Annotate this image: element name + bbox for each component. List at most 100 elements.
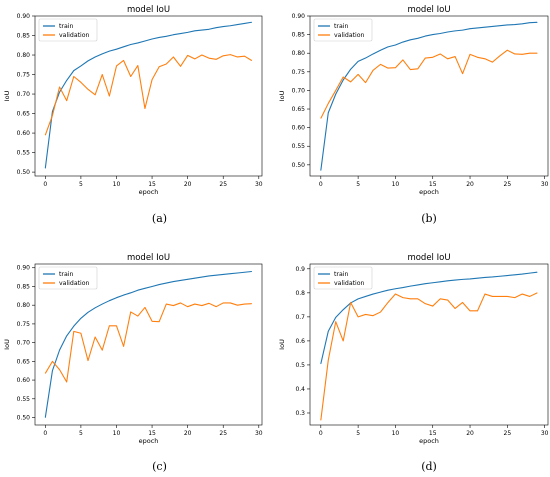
data-point-validation xyxy=(506,296,508,297)
x-tick-label: 0 xyxy=(319,181,323,188)
data-point-train xyxy=(94,307,96,309)
y-tick-label: 0.55 xyxy=(292,143,306,150)
data-point-validation xyxy=(109,325,110,327)
x-tick-label: 30 xyxy=(541,430,549,437)
data-point-train xyxy=(215,27,217,29)
data-point-validation xyxy=(462,73,463,75)
series-line-validation xyxy=(44,54,252,136)
data-point-train xyxy=(492,276,493,278)
data-point-validation xyxy=(424,57,426,59)
data-point-validation xyxy=(409,69,411,70)
data-point-train xyxy=(44,417,46,418)
data-point-train xyxy=(365,57,366,59)
data-point-validation xyxy=(137,315,139,317)
data-point-train xyxy=(454,279,456,281)
data-point-validation xyxy=(173,305,174,306)
data-point-train xyxy=(73,70,75,71)
data-point-train xyxy=(80,65,82,67)
data-point-train xyxy=(116,48,117,50)
data-point-validation xyxy=(454,56,456,57)
data-point-validation xyxy=(87,360,89,361)
data-point-validation xyxy=(151,320,153,322)
y-tick-label: 0.4 xyxy=(295,386,305,393)
data-point-train xyxy=(165,35,167,37)
data-point-train xyxy=(109,300,110,302)
data-point-validation xyxy=(380,64,381,65)
x-axis-label: epoch xyxy=(419,188,439,196)
data-point-validation xyxy=(432,56,434,58)
chart-panel-4: model IoU 0 5 10 15 20 25 30 0.3 0.4 0.5 0.6 0.7 0.8 0… xyxy=(278,253,549,473)
data-point-train xyxy=(380,291,381,293)
data-point-validation xyxy=(439,298,441,300)
data-point-validation xyxy=(506,49,508,51)
chart-panel-3: model IoU 0 5 10 15 20 25 30 0.50 0.55 0.60 0.65 0.7… xyxy=(3,253,263,473)
data-point-validation xyxy=(387,67,389,69)
data-point-train xyxy=(59,349,60,351)
data-point-validation xyxy=(94,336,96,338)
data-point-train xyxy=(208,28,210,30)
data-point-train xyxy=(357,61,359,62)
x-tick-label: 30 xyxy=(255,430,263,437)
data-point-train xyxy=(144,40,146,42)
y-tick-label: 0.65 xyxy=(17,358,31,365)
data-point-validation xyxy=(335,321,337,323)
data-point-train xyxy=(477,277,478,279)
data-point-validation xyxy=(194,303,196,305)
data-point-train xyxy=(251,21,253,23)
data-point-train xyxy=(187,32,188,33)
panel-caption: (b) xyxy=(421,212,437,225)
chart-panel-2: model IoU 0 5 10 15 20 25 30 0.50 0.55 0.60 0.65 0.7… xyxy=(278,5,549,225)
data-point-train xyxy=(506,275,508,276)
data-point-validation xyxy=(499,55,501,57)
y-tick-label: 0.55 xyxy=(17,396,31,403)
data-point-validation xyxy=(529,52,531,54)
y-tick-label: 0.90 xyxy=(17,265,31,272)
x-tick-label: 10 xyxy=(392,430,400,437)
data-point-validation xyxy=(327,359,329,361)
y-tick-label: 0.50 xyxy=(17,415,31,422)
data-point-validation xyxy=(365,82,366,83)
chart-title: model IoU xyxy=(407,5,450,15)
data-point-validation xyxy=(484,293,486,295)
x-tick-label: 15 xyxy=(148,181,156,188)
data-point-train xyxy=(180,280,181,281)
data-point-train xyxy=(335,93,337,95)
data-point-validation xyxy=(229,54,231,55)
y-tick-label: 0.80 xyxy=(17,302,31,309)
data-point-train xyxy=(158,37,160,38)
data-point-validation xyxy=(52,115,53,116)
data-point-validation xyxy=(439,53,441,55)
data-point-train xyxy=(484,26,486,28)
x-tick-label: 25 xyxy=(219,181,227,188)
y-tick-label: 0.75 xyxy=(17,321,31,328)
data-point-validation xyxy=(130,311,132,313)
data-point-validation xyxy=(447,299,449,301)
data-point-validation xyxy=(52,360,53,362)
data-point-train xyxy=(158,284,160,285)
data-point-validation xyxy=(165,63,167,65)
x-tick-label: 0 xyxy=(43,430,47,437)
x-tick-label: 5 xyxy=(356,430,360,437)
data-point-validation xyxy=(165,303,167,305)
data-point-validation xyxy=(536,52,538,54)
x-tick-label: 5 xyxy=(79,181,83,188)
y-axis-label: IoU xyxy=(3,339,11,350)
data-point-validation xyxy=(187,55,188,56)
data-point-train xyxy=(514,274,516,276)
data-point-train xyxy=(529,272,531,274)
data-point-train xyxy=(462,279,463,280)
data-point-validation xyxy=(417,68,419,70)
data-point-validation xyxy=(417,298,419,300)
data-point-train xyxy=(432,282,434,284)
data-point-train xyxy=(424,283,426,285)
x-tick-label: 20 xyxy=(466,430,474,437)
series-line-train xyxy=(44,21,252,169)
y-tick-label: 0.9 xyxy=(295,266,305,273)
data-point-train xyxy=(342,79,344,81)
y-tick-label: 0.65 xyxy=(292,106,306,113)
legend-label-train: train xyxy=(334,23,348,30)
data-point-validation xyxy=(469,53,471,55)
data-point-train xyxy=(215,274,217,276)
series-line-validation xyxy=(320,49,538,119)
data-point-train xyxy=(244,271,245,273)
